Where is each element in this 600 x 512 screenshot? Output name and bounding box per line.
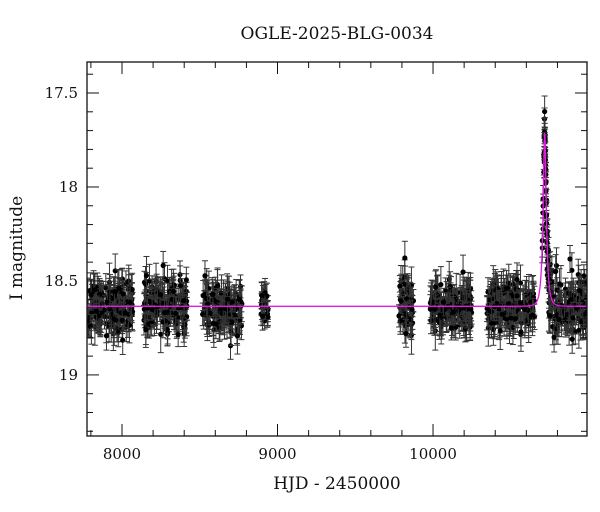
y-tick-label: 19 bbox=[59, 366, 78, 384]
y-tick-label: 17.5 bbox=[45, 84, 78, 102]
data-points bbox=[87, 95, 587, 360]
y-tick-label: 18 bbox=[59, 178, 78, 196]
x-tick-label: 10000 bbox=[409, 445, 457, 463]
model-curve bbox=[87, 132, 587, 307]
y-tick-label: 18.5 bbox=[45, 272, 78, 290]
chart-title: OGLE-2025-BLG-0034 bbox=[240, 24, 434, 44]
x-tick-label: 9000 bbox=[258, 445, 296, 463]
x-axis-label: HJD - 2450000 bbox=[273, 474, 401, 494]
plot-frame bbox=[86, 61, 588, 437]
x-tick-label: 8000 bbox=[103, 445, 141, 463]
